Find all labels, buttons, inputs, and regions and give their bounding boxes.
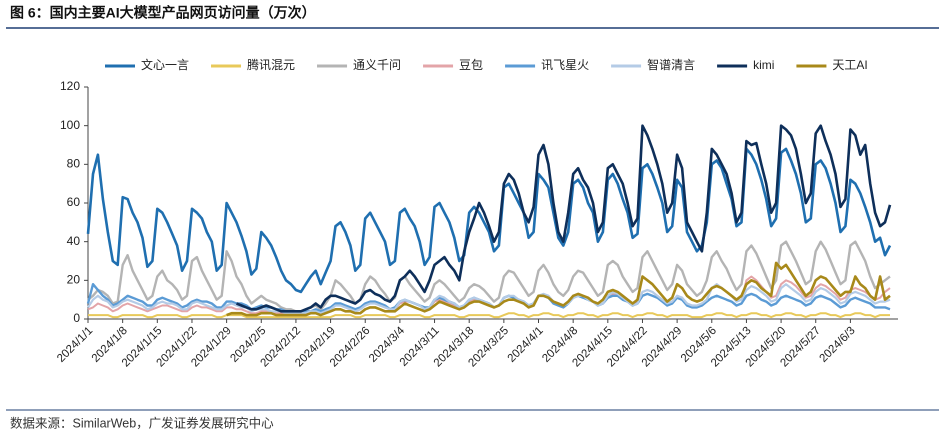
legend-label: 文心一言 (141, 57, 189, 72)
plot-area: 0204060801001202024/1/12024/1/82024/1/15… (55, 79, 898, 369)
chart-title: 图 6：国内主要AI大模型产品网页访问量（万次） (10, 5, 316, 21)
series-line (226, 261, 891, 317)
series-line (236, 124, 892, 313)
y-tick-label: 120 (60, 79, 80, 93)
legend-label: 腾讯混元 (247, 57, 295, 72)
x-tick-label: 2024/4/1 (506, 325, 546, 365)
legend-label: kimi (753, 58, 774, 72)
y-tick-label: 0 (73, 311, 80, 325)
legend-label: 通义千问 (353, 58, 401, 72)
series-line (87, 240, 891, 313)
legend-label: 讯飞星火 (541, 58, 589, 72)
legend-label: 智谱清言 (647, 57, 695, 72)
y-tick-label: 20 (67, 273, 81, 287)
legend-label: 豆包 (459, 58, 483, 72)
legend-label: 天工AI (832, 58, 867, 72)
series-line (86, 147, 892, 294)
y-tick-label: 40 (67, 234, 81, 248)
series-line (88, 312, 890, 319)
y-tick-label: 100 (60, 118, 80, 132)
series-line (87, 283, 891, 315)
y-tick-label: 80 (67, 157, 81, 171)
source-note: 数据来源：SimilarWeb，广发证券发展研究中心 (10, 415, 274, 430)
legend: 文心一言 腾讯混元 通义千问 豆包 讯飞星火 智谱清言 kimi 天工AI (105, 57, 868, 72)
x-tick-label: 2024/1/1 (55, 325, 95, 365)
y-tick-label: 60 (67, 195, 81, 209)
x-tick-label: 2024/6/3 (818, 325, 858, 365)
